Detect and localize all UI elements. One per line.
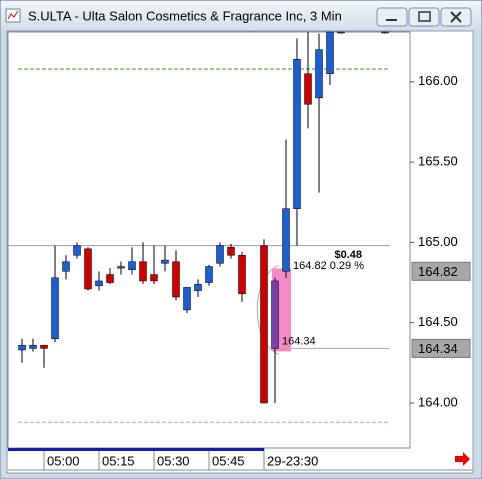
scroll-arrow[interactable] [455, 452, 470, 466]
y-tick-label: 164.00 [418, 394, 458, 409]
x-tick-label: 05:45 [212, 453, 245, 468]
window-buttons [376, 7, 472, 27]
measure-bottom-label: 164.34 [282, 335, 316, 347]
candle-body [304, 73, 312, 105]
price-label-box [411, 338, 471, 358]
price-label: 164.82 [418, 264, 458, 279]
candle-body [18, 344, 26, 351]
candle-body [381, 31, 389, 34]
maximize-button[interactable] [408, 7, 440, 27]
candle-body [271, 280, 279, 349]
measure-top-label: 164.82 0.29 % [293, 260, 364, 272]
candle-body [238, 255, 246, 295]
candle-body [227, 246, 235, 256]
candle-body [205, 266, 213, 283]
candle-body [161, 259, 169, 264]
candle-body [150, 274, 158, 282]
candle-body [62, 261, 70, 272]
x-tick-label: 05:30 [157, 453, 190, 468]
price-label: 164.34 [418, 341, 458, 356]
y-tick-label: 165.50 [418, 154, 458, 169]
price-label-box [411, 261, 471, 281]
plot-area [7, 31, 411, 449]
candle-body [183, 287, 191, 311]
minimize-button[interactable] [376, 7, 408, 27]
x-tick-label: 29-23:30 [267, 453, 318, 468]
close-glyph [450, 11, 462, 23]
session-bar [8, 448, 264, 451]
candle-body [260, 245, 268, 404]
candle-body [326, 31, 334, 75]
window-title: S.ULTA - Ulta Salon Cosmetics & Fragranc… [28, 8, 342, 23]
candle-body [282, 208, 290, 272]
y-tick-label: 165.00 [418, 234, 458, 249]
candle-body [29, 344, 37, 349]
measure-change: $0.48 [334, 249, 362, 261]
candle-body [139, 261, 147, 282]
y-tick-label: 166.00 [418, 73, 458, 88]
candle-body [216, 245, 224, 264]
x-tick-label: 05:15 [102, 453, 135, 468]
candle-body [106, 274, 114, 283]
candle-body [172, 261, 180, 298]
app-icon-glyph [7, 10, 19, 20]
candle-body [95, 280, 103, 287]
chart: 164.00 164.50 165.00 165.50 166.00 05:00 05:15… [8, 31, 471, 470]
x-tick-label: 05:00 [47, 453, 80, 468]
maximize-glyph [418, 11, 431, 22]
candle-body [73, 245, 81, 256]
candle-body [40, 344, 48, 349]
candle-body [128, 261, 136, 270]
y-tick-label: 164.50 [418, 314, 458, 329]
candle-body [337, 31, 345, 34]
candle-body [117, 266, 125, 269]
candle-body [84, 248, 92, 290]
candle-body [51, 277, 59, 340]
measure-arc [256, 264, 280, 355]
candle-body [315, 49, 323, 99]
candle-body [194, 283, 202, 291]
candle-body [293, 59, 301, 209]
